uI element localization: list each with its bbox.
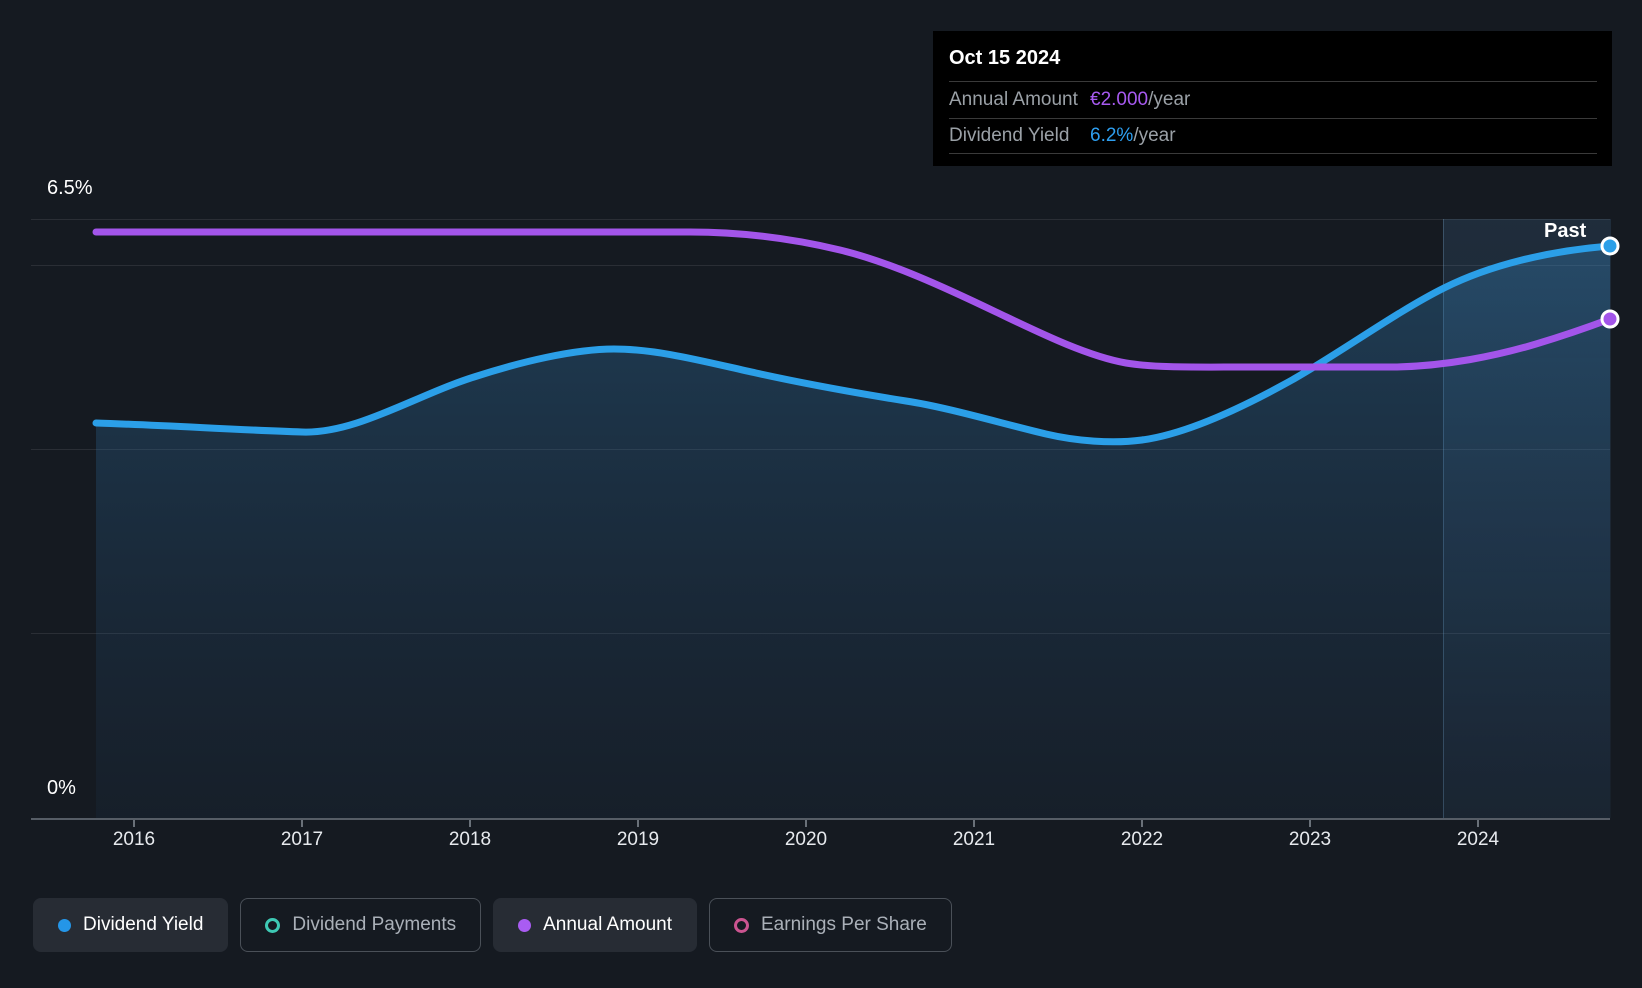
tooltip-value: 6.2% (1090, 125, 1134, 146)
x-axis-label: 2017 (280, 829, 324, 850)
dividend-yield-endpoint (1600, 236, 1620, 256)
tooltip-label: Dividend Yield (949, 125, 1070, 146)
y-axis-max-label: 6.5% (47, 177, 93, 199)
legend-label: Earnings Per Share (761, 914, 927, 935)
past-label: Past (1544, 220, 1587, 242)
tooltip-value-suffix: /year (1148, 89, 1191, 110)
earnings-per-share-marker-icon (734, 917, 749, 933)
x-tick-2016 (133, 820, 135, 827)
gridline-6-5-percent (31, 219, 1610, 220)
x-axis-label: 2020 (784, 829, 828, 850)
tooltip-row-annual-amount: Annual Amount €2.000/year (949, 85, 1597, 115)
annual-amount-endpoint (1600, 309, 1620, 329)
x-tick-2020 (805, 820, 807, 827)
tooltip-date: Oct 15 2024 (949, 47, 1061, 69)
tooltip-divider (949, 81, 1597, 82)
legend-label: Dividend Payments (292, 914, 457, 935)
tooltip-row-dividend-yield: Dividend Yield 6.2%/year (949, 121, 1597, 151)
dividend-yield-line (92, 242, 1614, 446)
x-axis-label: 2024 (1456, 829, 1500, 850)
x-axis-label: 2016 (112, 829, 156, 850)
dividend-yield-area (96, 246, 1610, 818)
tooltip-value: €2.000 (1090, 89, 1149, 110)
x-tick-2022 (1141, 820, 1143, 827)
x-axis-label: 2021 (952, 829, 996, 850)
annual-amount-marker-icon (518, 918, 532, 932)
x-axis-label: 2022 (1120, 829, 1164, 850)
gridline-6-percent (31, 265, 1610, 266)
x-tick-2019 (637, 820, 639, 827)
annual-amount-line (92, 228, 1614, 371)
x-tick-2017 (301, 820, 303, 827)
dividend-yield-marker-icon (58, 918, 71, 932)
chart-tooltip: Oct 15 2024 Annual Amount €2.000/year Di… (933, 31, 1612, 166)
legend: Dividend Yield Dividend Payments Annual … (33, 898, 952, 952)
legend-label: Annual Amount (543, 914, 672, 935)
y-axis-min-label: 0% (47, 777, 76, 799)
x-axis-label: 2019 (616, 829, 660, 850)
x-tick-2023 (1309, 820, 1311, 827)
legend-label: Dividend Yield (83, 914, 204, 935)
legend-button-earnings-per-share[interactable]: Earnings Per Share (709, 898, 952, 952)
x-axis-label: 2018 (448, 829, 492, 850)
x-tick-2021 (973, 820, 975, 827)
tooltip-label: Annual Amount (949, 89, 1078, 110)
tooltip-divider (949, 153, 1597, 154)
legend-button-dividend-yield[interactable]: Dividend Yield (33, 898, 229, 952)
tooltip-value-suffix: /year (1133, 125, 1176, 146)
legend-button-annual-amount[interactable]: Annual Amount (493, 898, 697, 952)
x-axis-line (31, 818, 1610, 820)
x-axis-label: 2023 (1288, 829, 1332, 850)
x-tick-2018 (469, 820, 471, 827)
legend-button-dividend-payments[interactable]: Dividend Payments (240, 898, 482, 952)
x-tick-2024 (1477, 820, 1479, 827)
dividend-payments-marker-icon (265, 917, 281, 933)
tooltip-divider (949, 118, 1597, 119)
